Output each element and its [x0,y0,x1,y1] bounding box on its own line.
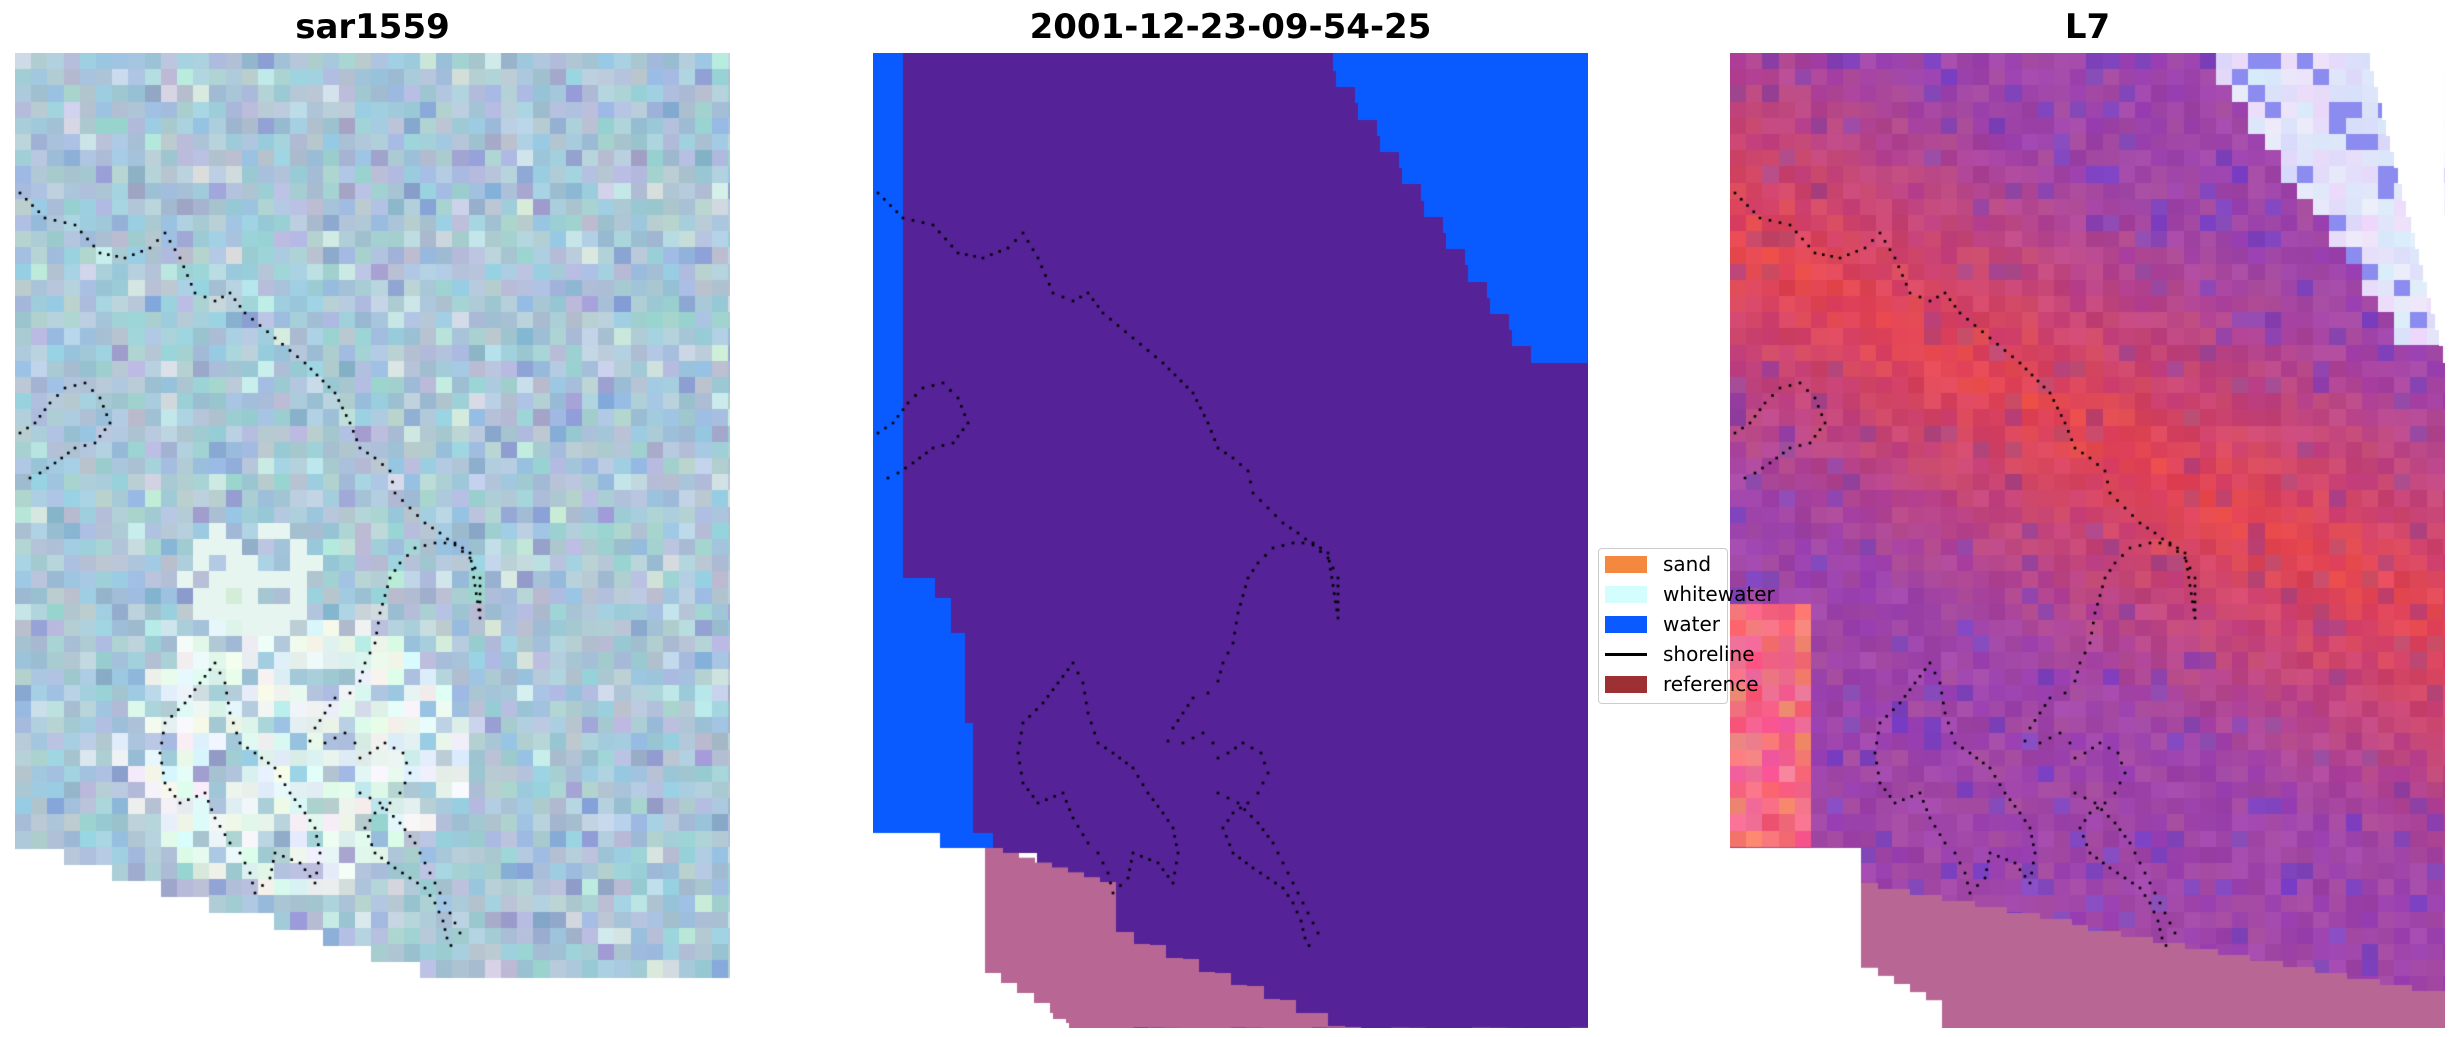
legend: sand whitewater water shoreline referenc… [1598,548,1775,704]
legend-label: sand [1663,552,1712,576]
sand-swatch [1605,555,1647,573]
legend-label: whitewater [1663,582,1775,606]
legend-item-reference: reference [1605,669,1759,699]
classified-image-panel [873,53,1588,1028]
l7-image-panel [1730,53,2445,1028]
legend-item-shoreline: shoreline [1605,639,1755,669]
legend-label: reference [1663,672,1759,696]
sar-image-panel [15,53,730,1028]
panel-title-classified: 2001-12-23-09-54-25 [1029,7,1432,47]
panel-title-sar: sar1559 [295,7,450,47]
legend-item-whitewater: whitewater [1605,579,1775,609]
whitewater-swatch [1605,585,1647,603]
legend-item-sand: sand [1605,549,1711,579]
legend-item-water: water [1605,609,1720,639]
legend-label: shoreline [1663,642,1755,666]
panel-title-l7: L7 [2064,7,2111,47]
shoreline-line-icon [1605,652,1647,656]
water-swatch [1605,615,1647,633]
reference-swatch [1605,675,1647,693]
legend-label: water [1663,612,1720,636]
